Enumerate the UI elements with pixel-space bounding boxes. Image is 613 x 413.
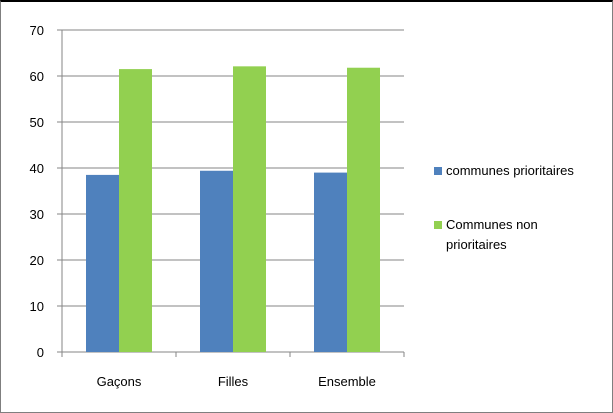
y-tick-label-70: 70	[30, 23, 44, 38]
y-tick-label-60: 60	[30, 69, 44, 84]
legend-swatch-communes-prioritaires	[434, 167, 442, 175]
y-tick-label-20: 20	[30, 253, 44, 268]
bars	[86, 66, 380, 352]
x-tick-label-filles: Filles	[218, 374, 249, 389]
bar-communes-prioritaires-ensemble	[314, 172, 347, 352]
bar-communes-non-prioritaires-gacons	[119, 69, 152, 352]
x-tick-label-ensemble: Ensemble	[318, 374, 376, 389]
bar-communes-non-prioritaires-ensemble	[347, 67, 380, 352]
y-tick-label-50: 50	[30, 115, 44, 130]
x-tick-labels: Gaçons Filles Ensemble	[61, 352, 405, 389]
legend-swatch-communes-non-prioritaires	[434, 221, 442, 229]
bar-communes-prioritaires-filles	[200, 170, 233, 352]
y-tick-labels: 0 10 20 30 40 50 60 70	[30, 23, 44, 360]
y-tick-label-0: 0	[37, 345, 44, 360]
legend-label-communes-non-prioritaires: Communes non prioritaires	[446, 217, 538, 252]
legend: communes prioritaires Communes non priori…	[434, 163, 574, 252]
x-tick-label-gacons: Gaçons	[97, 374, 142, 389]
y-tick-label-30: 30	[30, 207, 44, 222]
legend-label-communes-prioritaires: communes prioritaires	[446, 163, 574, 178]
y-tick-label-40: 40	[30, 161, 44, 176]
bar-communes-prioritaires-gacons	[86, 174, 119, 352]
bar-communes-non-prioritaires-filles	[233, 66, 266, 352]
y-tick-label-10: 10	[30, 299, 44, 314]
